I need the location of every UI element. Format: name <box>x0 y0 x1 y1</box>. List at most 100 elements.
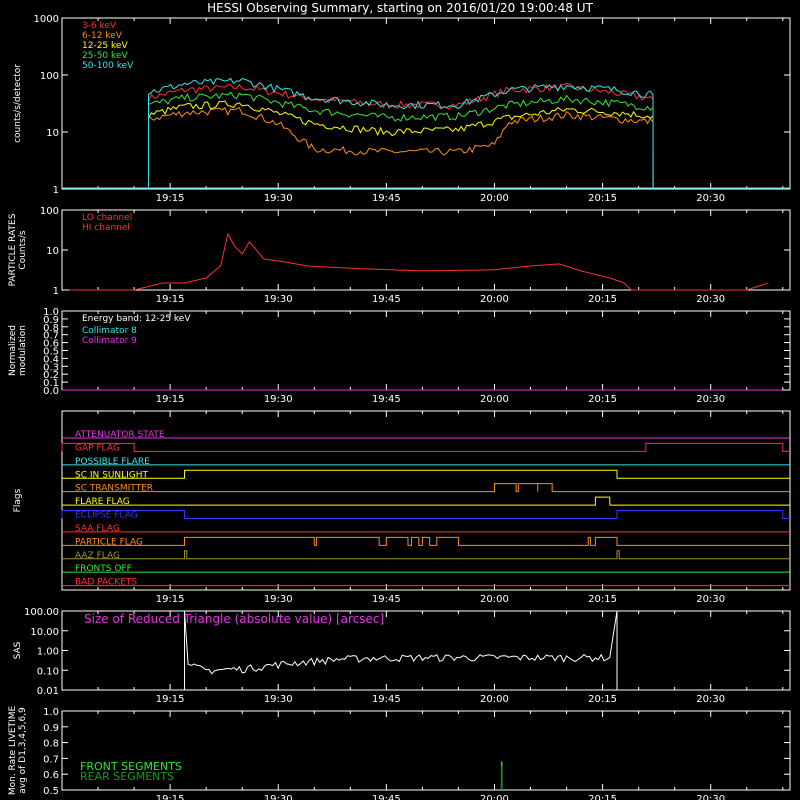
x-tick-label: 19:45 <box>372 694 401 705</box>
y-axis-label: SAS <box>13 641 23 659</box>
y-tick-label: 1.0 <box>43 307 59 318</box>
y-tick-label: 1.0 <box>43 707 59 718</box>
legend-entry: LO channel <box>82 213 132 223</box>
flag-line <box>62 550 790 560</box>
y-axis-label: PARTICLE RATES <box>8 213 18 286</box>
y-tick-label: 10.00 <box>30 627 59 638</box>
x-tick-label: 19:15 <box>156 294 185 305</box>
y-tick-label: 0.8 <box>43 323 59 334</box>
y-tick-label: 0.4 <box>43 354 59 365</box>
y-tick-label: 0.6 <box>43 770 59 781</box>
x-tick-label: 20:15 <box>588 294 617 305</box>
flag-line <box>62 536 790 546</box>
x-tick-label: 20:00 <box>480 394 509 405</box>
x-tick-label: 19:45 <box>372 294 401 305</box>
y-tick-label: 0.7 <box>43 331 59 342</box>
flag-label: FLARE FLAG <box>75 497 130 507</box>
y-axis-label: counts/s/detector <box>13 64 23 143</box>
y-tick-label: 1 <box>53 286 59 297</box>
legend-entry: FRONT SEGMENTS <box>80 760 182 773</box>
y-axis-label: Flags <box>13 488 23 512</box>
y-axis-label: modulation <box>18 325 28 376</box>
x-tick-label: 19:45 <box>372 394 401 405</box>
x-tick-label: 20:15 <box>588 694 617 705</box>
flag-line <box>62 469 790 479</box>
flag-label: POSSIBLE FLARE <box>75 457 150 467</box>
y-tick-label: 1.00 <box>37 647 59 658</box>
legend-entry: REAR SEGMENTS <box>80 770 174 783</box>
x-tick-label: 19:30 <box>264 193 293 204</box>
flag-label: SC IN SUNLIGHT <box>75 470 149 480</box>
y-tick-label: 100 <box>40 71 59 82</box>
flag-label: AAZ FLAG <box>75 551 120 561</box>
plot-frame <box>61 410 791 591</box>
x-tick-label: 20:30 <box>696 594 725 605</box>
y-tick-label: 100.00 <box>24 607 59 618</box>
y-tick-label: 0.9 <box>43 723 59 734</box>
panel-sas: 19:15 19:30 19:45 20:00 20:15 20:30 100.00 10.0… <box>13 607 791 705</box>
y-tick-label: 0.9 <box>43 315 59 326</box>
x-tick-label: 20:30 <box>696 394 725 405</box>
panel-flags: 19:15 19:30 19:45 20:00 20:15 20:30 Flags ATTEN… <box>13 410 791 605</box>
x-tick-label: 20:00 <box>480 794 509 800</box>
flag-label: PARTICLE FLAG <box>75 537 143 547</box>
flag-label: GAP FLAG <box>75 443 120 453</box>
y-tick-label: 0.2 <box>43 370 59 381</box>
x-tick-label: 19:30 <box>264 594 293 605</box>
panel-count-rates: 19:15 19:30 19:45 20:00 20:15 20:30 1000 100 10 1… <box>13 14 791 204</box>
y-tick-label: 0.0 <box>43 386 59 397</box>
x-tick-label: 19:30 <box>264 794 293 800</box>
x-tick-label: 20:00 <box>480 694 509 705</box>
y-tick-label: 100 <box>40 206 59 217</box>
x-tick-label: 20:15 <box>588 594 617 605</box>
y-axis-label: avg of D1,3,4,5,6,9 <box>18 707 28 794</box>
y-tick-label: 0.5 <box>43 786 59 797</box>
flag-label: ATTENUATOR STATE <box>75 430 165 440</box>
x-tick-label: 20:15 <box>588 794 617 800</box>
flag-line <box>62 483 790 493</box>
flag-label: SAA FLAG <box>75 524 120 534</box>
x-tick-label: 19:15 <box>156 794 185 800</box>
y-tick-label: 0.7 <box>43 754 59 765</box>
x-tick-label: 19:45 <box>372 794 401 800</box>
x-tick-label: 19:30 <box>264 294 293 305</box>
flag-line <box>61 442 790 452</box>
x-tick-label: 20:15 <box>588 394 617 405</box>
panel-livetime: 19:15 19:30 19:45 20:00 20:15 20:30 1.0 0.9 0.8 0… <box>8 706 791 800</box>
chart-title: HESSI Observing Summary, starting on 201… <box>207 1 593 15</box>
y-tick-label: 0.01 <box>37 686 59 697</box>
x-tick-label: 20:15 <box>588 193 617 204</box>
y-tick-label: 0.1 <box>43 378 59 389</box>
x-tick-label: 19:45 <box>372 594 401 605</box>
series-line <box>147 106 654 190</box>
flag-label: BAD PACKETS <box>75 578 137 588</box>
y-tick-label: 0.5 <box>43 347 59 358</box>
x-tick-label: 19:15 <box>156 394 185 405</box>
x-tick-label: 19:15 <box>156 594 185 605</box>
series-line <box>183 610 618 691</box>
legend-title: Energy band: 12-25 keV <box>82 314 191 324</box>
y-tick-label: 1000 <box>34 14 59 25</box>
legend-entry: Collimator 8 <box>82 326 137 336</box>
flag-line <box>61 510 790 519</box>
plot-frame <box>61 710 791 791</box>
y-tick-label: 10 <box>46 128 59 139</box>
legend-entry: 6-12 keV <box>82 31 123 41</box>
x-tick-label: 20:00 <box>480 594 509 605</box>
x-tick-label: 20:30 <box>696 294 725 305</box>
y-tick-label: 1 <box>53 185 59 196</box>
flag-label: FRONTS OFF <box>75 564 132 574</box>
flag-label: SC TRANSMITTER <box>75 484 153 494</box>
x-tick-label: 19:30 <box>264 694 293 705</box>
x-tick-label: 19:15 <box>156 694 185 705</box>
series-line <box>147 91 654 190</box>
x-tick-label: 20:30 <box>696 694 725 705</box>
x-tick-label: 20:30 <box>696 794 725 800</box>
y-tick-label: 0.3 <box>43 362 59 373</box>
series-line <box>147 100 654 190</box>
panel-modulation: 19:15 19:30 19:45 20:00 20:15 20:301.00.90.80… <box>8 307 791 405</box>
y-tick-label: 10 <box>46 246 59 257</box>
x-tick-label: 19:15 <box>156 193 185 204</box>
y-axis-label: Counts/s <box>18 230 28 269</box>
